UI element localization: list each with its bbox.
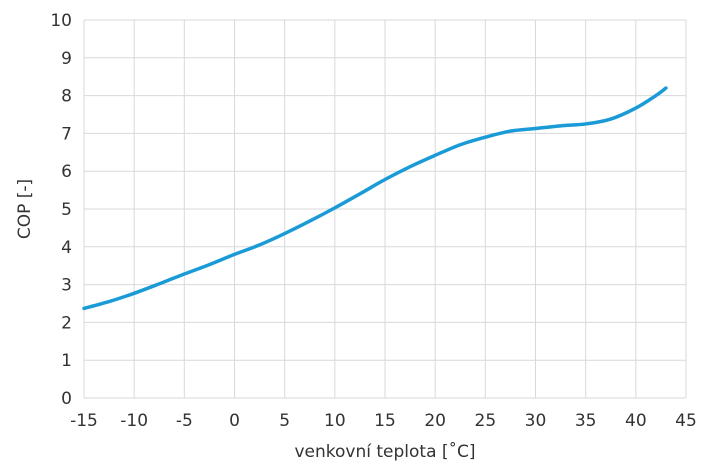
y-tick-label: 5 bbox=[61, 200, 72, 220]
x-tick-label: -15 bbox=[70, 411, 98, 431]
y-tick-label: 8 bbox=[61, 87, 72, 107]
series-line bbox=[82, 86, 668, 311]
series-layer bbox=[82, 86, 668, 311]
y-tick-labels: 0 1 2 3 4 5 6 7 8 9 10 bbox=[50, 11, 72, 409]
x-tick-label: 40 bbox=[625, 411, 647, 431]
x-tick-label: -5 bbox=[176, 411, 193, 431]
y-tick-label: 2 bbox=[61, 313, 72, 333]
x-tick-label: 10 bbox=[324, 411, 346, 431]
y-tick-label: 4 bbox=[61, 238, 72, 258]
axes bbox=[83, 20, 686, 399]
x-tick-label: 35 bbox=[575, 411, 597, 431]
y-tick-label: 0 bbox=[61, 389, 72, 409]
y-tick-label: 9 bbox=[61, 49, 72, 69]
x-tick-label: 45 bbox=[675, 411, 697, 431]
x-tick-label: 30 bbox=[525, 411, 547, 431]
x-axis-title: venkovní teplota [˚C] bbox=[294, 441, 475, 462]
x-tick-label: -10 bbox=[120, 411, 148, 431]
x-tick-label: 15 bbox=[374, 411, 396, 431]
y-tick-label: 1 bbox=[61, 351, 72, 371]
grid bbox=[83, 19, 687, 399]
x-tick-label: 20 bbox=[424, 411, 446, 431]
x-tick-label: 0 bbox=[229, 411, 240, 431]
x-tick-label: 25 bbox=[475, 411, 497, 431]
y-tick-label: 10 bbox=[50, 11, 72, 31]
x-tick-label: 5 bbox=[279, 411, 290, 431]
x-tick-labels: -15 -10 -5 0 5 10 15 20 25 30 35 40 45 bbox=[70, 411, 697, 431]
y-tick-label: 7 bbox=[61, 124, 72, 144]
y-tick-label: 6 bbox=[61, 162, 72, 182]
y-tick-label: 3 bbox=[61, 276, 72, 296]
y-axis-title: COP [-] bbox=[15, 179, 35, 239]
